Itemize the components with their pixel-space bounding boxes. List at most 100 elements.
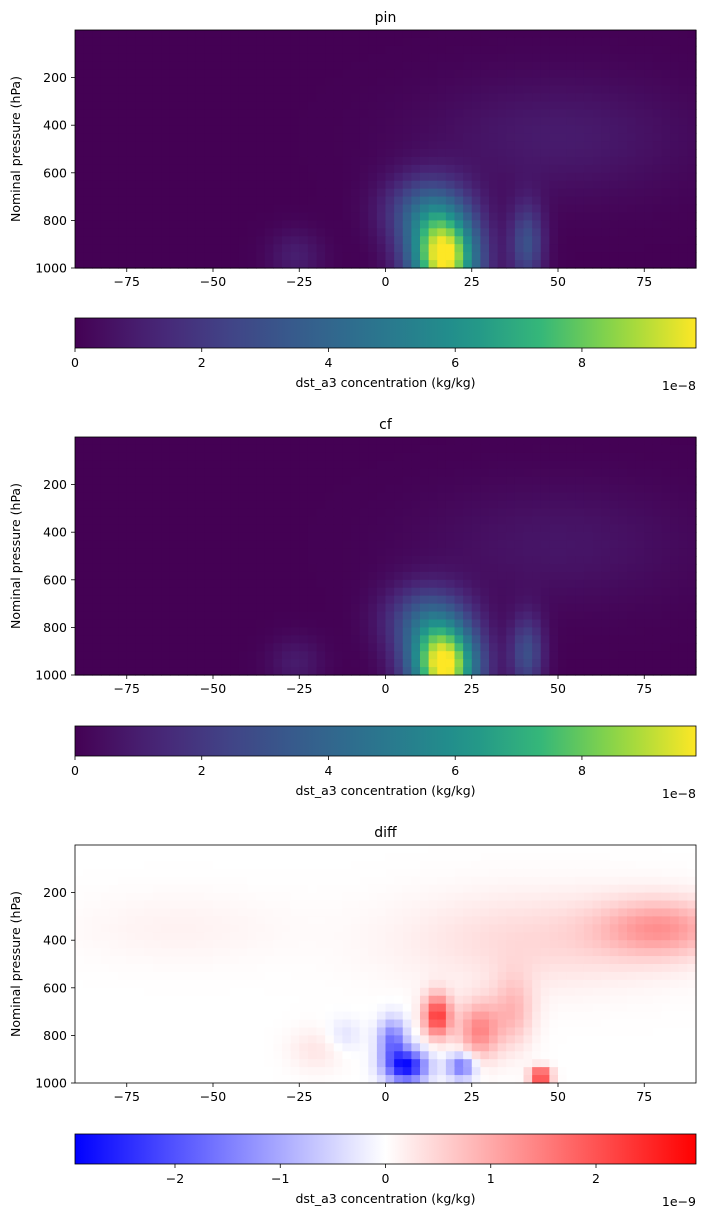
- heatmap-cell: [333, 125, 343, 134]
- heatmap-cell: [601, 635, 611, 644]
- heatmap-cell: [480, 172, 490, 182]
- heatmap-cell: [195, 556, 205, 565]
- heatmap-cell: [411, 852, 421, 862]
- heatmap-cell: [661, 884, 671, 894]
- heatmap-cell: [204, 156, 214, 166]
- heatmap-cell: [445, 524, 456, 533]
- heatmap-cell: [144, 595, 154, 605]
- heatmap-cell: [83, 188, 93, 198]
- heatmap-cell: [178, 149, 188, 158]
- heatmap-cell: [609, 133, 619, 142]
- heatmap-cell: [385, 548, 395, 557]
- heatmap-cell: [678, 627, 688, 636]
- heatmap-cell: [221, 845, 231, 854]
- heatmap-cell: [109, 619, 119, 628]
- heatmap-cell: [558, 101, 568, 110]
- heatmap-cell: [609, 452, 619, 462]
- heatmap-cell: [592, 452, 602, 462]
- heatmap-cell: [437, 500, 447, 509]
- heatmap-cell: [514, 556, 525, 565]
- heatmap-cell: [109, 540, 119, 549]
- heatmap-cell: [135, 77, 145, 87]
- heatmap-cell: [523, 101, 533, 110]
- heatmap-cell: [187, 228, 197, 237]
- heatmap-cell: [506, 93, 516, 102]
- heatmap-cell: [558, 212, 568, 221]
- heatmap-cell: [376, 476, 387, 486]
- heatmap-cell: [118, 236, 128, 245]
- heatmap-cell: [169, 884, 180, 894]
- heatmap-cell: [644, 500, 654, 509]
- heatmap-cell: [575, 563, 585, 573]
- heatmap-cell: [402, 444, 412, 454]
- heatmap-cell: [678, 61, 688, 71]
- heatmap-cell: [273, 667, 283, 676]
- heatmap-cell: [506, 659, 516, 668]
- heatmap-cell: [583, 30, 594, 39]
- heatmap-cell: [618, 244, 628, 253]
- heatmap-cell: [627, 77, 637, 87]
- heatmap-cell: [687, 603, 697, 613]
- heatmap-cell: [514, 133, 525, 142]
- heatmap-cell: [670, 164, 680, 174]
- heatmap-cell: [126, 908, 136, 917]
- heatmap-cell: [161, 468, 171, 478]
- heatmap-cell: [83, 516, 93, 525]
- heatmap-cell: [437, 437, 447, 446]
- heatmap-cell: [135, 548, 145, 557]
- heatmap-cell: [644, 860, 654, 870]
- heatmap-cell: [161, 603, 171, 613]
- heatmap-cell: [420, 516, 430, 525]
- heatmap-cell: [75, 164, 85, 174]
- heatmap-cell: [661, 188, 671, 198]
- heatmap-cell: [213, 180, 223, 190]
- heatmap-cell: [282, 476, 292, 486]
- heatmap-cell: [394, 595, 404, 605]
- heatmap-cell: [264, 548, 274, 557]
- heatmap-cell: [169, 236, 180, 245]
- heatmap-cell: [471, 876, 481, 886]
- heatmap-cell: [299, 876, 309, 886]
- heatmap-cell: [394, 212, 404, 221]
- heatmap-cell: [109, 611, 119, 621]
- heatmap-cell: [609, 196, 619, 206]
- heatmap-cell: [144, 109, 154, 118]
- heatmap-cell: [92, 252, 102, 261]
- heatmap-cell: [411, 244, 421, 253]
- heatmap-cell: [333, 236, 343, 245]
- heatmap-cell: [273, 900, 283, 910]
- heatmap-cell: [333, 444, 343, 454]
- heatmap-cell: [368, 220, 378, 229]
- heatmap-cell: [428, 69, 438, 79]
- heatmap-cell: [463, 252, 473, 261]
- heatmap-cell: [92, 204, 102, 214]
- heatmap-cell: [152, 188, 162, 198]
- heatmap-cell: [213, 571, 223, 581]
- heatmap-cell: [213, 452, 223, 462]
- heatmap-cell: [333, 172, 343, 182]
- heatmap-cell: [256, 212, 266, 221]
- heatmap-cell: [152, 460, 162, 470]
- heatmap-cell: [402, 109, 412, 118]
- heatmap-cell: [135, 908, 145, 917]
- heatmap-cell: [532, 659, 542, 668]
- heatmap-cell: [558, 460, 568, 470]
- heatmap-cell: [282, 659, 292, 668]
- heatmap-cell: [221, 204, 231, 214]
- heatmap-cell: [437, 260, 447, 269]
- heatmap-cell: [411, 452, 421, 462]
- heatmap-cell: [342, 45, 352, 55]
- heatmap-cell: [204, 220, 214, 229]
- heatmap-cell: [144, 133, 154, 142]
- heatmap-cell: [316, 244, 326, 253]
- heatmap-cell: [342, 260, 352, 269]
- heatmap-cell: [601, 548, 611, 557]
- heatmap-cell: [316, 180, 326, 190]
- heatmap-cell: [678, 532, 688, 541]
- heatmap-cell: [549, 260, 559, 269]
- heatmap-cell: [92, 579, 102, 589]
- heatmap-cell: [307, 85, 318, 95]
- heatmap-cell: [178, 85, 188, 95]
- heatmap-cell: [428, 635, 438, 644]
- heatmap-cell: [583, 556, 594, 565]
